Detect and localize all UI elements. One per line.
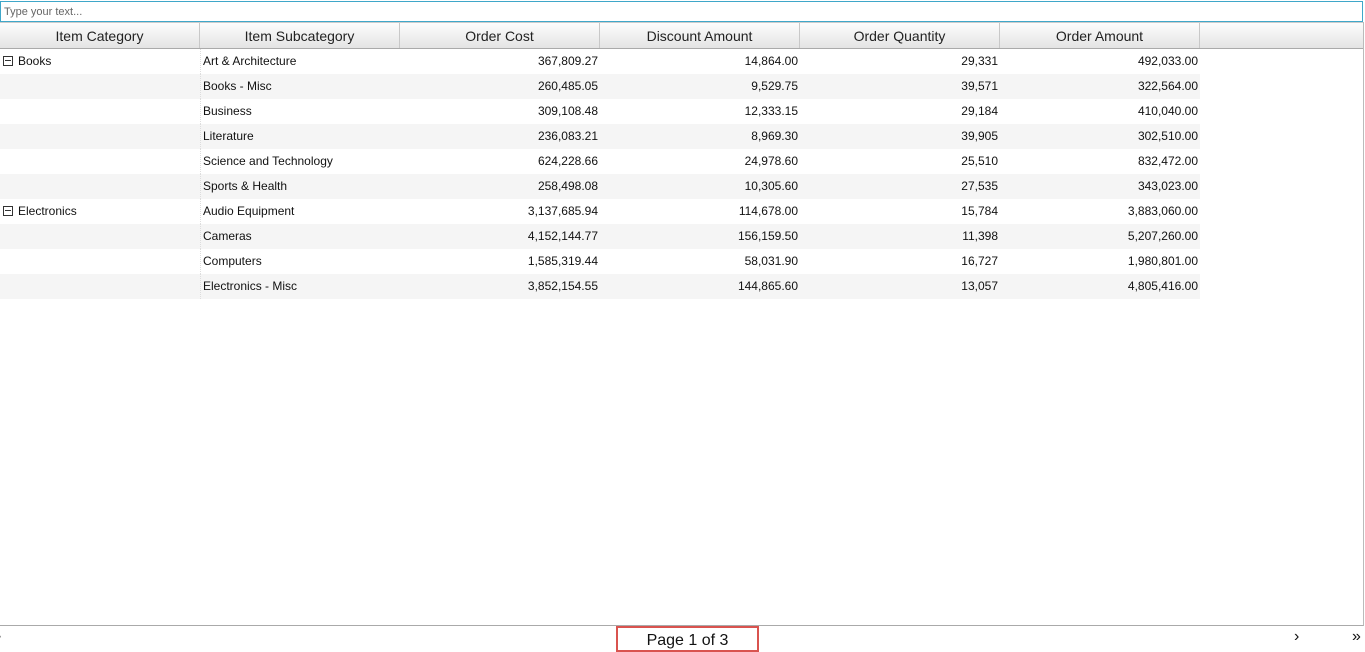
- cell-discount-amount: 156,159.50: [737, 229, 798, 243]
- cell-order-amount: 1,980,801.00: [1127, 254, 1198, 268]
- table-row: Science and Technology 624,228.66 24,978.6…: [0, 149, 1200, 174]
- cell-order-cost: 258,498.08: [537, 179, 598, 193]
- cell-order-quantity: 15,784: [961, 204, 998, 218]
- cell-order-quantity: 29,184: [961, 104, 998, 118]
- table-row: Books - Misc 260,485.05 9,529.75 39,571 322,…: [0, 74, 1200, 99]
- grid-body: Books Art & Architecture 367,809.27 14,864.…: [0, 49, 1363, 299]
- cell-order-cost: 3,137,685.94: [527, 204, 598, 218]
- column-header-discount-amount[interactable]: Discount Amount: [600, 23, 800, 48]
- cell-discount-amount: 12,333.15: [744, 104, 798, 118]
- cell-order-amount: 832,472.00: [1137, 154, 1198, 168]
- table-row: Electronics - Misc 3,852,154.55 144,865.60…: [0, 274, 1200, 299]
- cell-order-amount: 410,040.00: [1137, 104, 1198, 118]
- table-row: Sports & Health 258,498.08 10,305.60 27,535…: [0, 174, 1200, 199]
- cell-category: Electronics: [0, 199, 200, 224]
- column-header-item-subcategory[interactable]: Item Subcategory: [200, 23, 400, 48]
- cell-order-quantity: 25,510: [961, 154, 998, 168]
- cell-order-cost: 309,108.48: [537, 104, 598, 118]
- cell-order-amount: 3,883,060.00: [1127, 204, 1198, 218]
- table-row: Books Art & Architecture 367,809.27 14,864.…: [0, 49, 1200, 74]
- cell-category: [0, 99, 200, 124]
- cell-discount-amount: 58,031.90: [744, 254, 798, 268]
- cell-order-quantity: 13,057: [961, 279, 998, 293]
- chevron-right-icon[interactable]: ›: [1294, 628, 1300, 645]
- table-row: Literature 236,083.21 8,969.30 39,905 302,51…: [0, 124, 1200, 149]
- cell-category: Books: [0, 49, 200, 74]
- cell-subcategory: Cameras: [200, 224, 400, 249]
- cell-category: [0, 224, 200, 249]
- pivot-grid: Item Category Item Subcategory Order Cos…: [0, 22, 1364, 626]
- double-chevron-right-icon[interactable]: »: [1352, 628, 1361, 645]
- collapse-icon[interactable]: [3, 206, 13, 216]
- cell-subcategory: Books - Misc: [200, 74, 400, 99]
- cell-subcategory: Art & Architecture: [200, 49, 400, 74]
- column-header-order-quantity[interactable]: Order Quantity: [800, 23, 1000, 48]
- table-row: Electronics Audio Equipment 3,137,685.94 11…: [0, 199, 1200, 224]
- cell-order-cost: 624,228.66: [537, 154, 598, 168]
- cell-subcategory: Sports & Health: [200, 174, 400, 199]
- collapse-icon[interactable]: [3, 56, 13, 66]
- cell-order-amount: 322,564.00: [1137, 79, 1198, 93]
- cell-order-quantity: 11,398: [962, 229, 998, 243]
- cell-discount-amount: 10,305.60: [744, 179, 798, 193]
- cell-discount-amount: 114,678.00: [738, 204, 798, 218]
- cell-category: [0, 274, 200, 299]
- cell-order-cost: 3,852,154.55: [527, 279, 598, 293]
- category-label: Electronics: [18, 204, 77, 218]
- column-header-item-category[interactable]: Item Category: [0, 23, 200, 48]
- cell-category: [0, 149, 200, 174]
- grid-header: Item Category Item Subcategory Order Cos…: [0, 22, 1363, 49]
- cell-order-amount: 5,207,260.00: [1127, 229, 1198, 243]
- cell-subcategory: Computers: [200, 249, 400, 274]
- cell-category: [0, 74, 200, 99]
- cell-order-cost: 260,485.05: [537, 79, 598, 93]
- cell-category: [0, 249, 200, 274]
- cell-order-amount: 492,033.00: [1137, 54, 1198, 68]
- cell-order-cost: 4,152,144.77: [527, 229, 598, 243]
- page-indicator: Page 1 of 3: [616, 626, 759, 652]
- category-label: Books: [18, 54, 52, 68]
- table-row: Business 309,108.48 12,333.15 29,184 410,040…: [0, 99, 1200, 124]
- cell-discount-amount: 14,864.00: [744, 54, 798, 68]
- cell-order-cost: 367,809.27: [537, 54, 598, 68]
- column-header-order-amount[interactable]: Order Amount: [1000, 23, 1200, 48]
- cell-order-cost: 236,083.21: [537, 129, 598, 143]
- cell-subcategory: Business: [200, 99, 400, 124]
- cell-order-cost: 1,585,319.44: [527, 254, 598, 268]
- cell-subcategory: Electronics - Misc: [200, 274, 400, 299]
- cell-order-amount: 302,510.00: [1137, 129, 1198, 143]
- cell-subcategory: Audio Equipment: [200, 199, 400, 224]
- search-input[interactable]: [1, 2, 1362, 22]
- cell-subcategory: Science and Technology: [200, 149, 400, 174]
- previous-page-button[interactable]: ·: [0, 628, 2, 646]
- cell-discount-amount: 144,865.60: [737, 279, 798, 293]
- cell-order-quantity: 16,727: [961, 254, 998, 268]
- cell-order-quantity: 39,905: [961, 129, 998, 143]
- cell-subcategory: Literature: [200, 124, 400, 149]
- cell-order-quantity: 27,535: [961, 179, 998, 193]
- cell-category: [0, 124, 200, 149]
- cell-order-quantity: 39,571: [961, 79, 998, 93]
- cell-order-quantity: 29,331: [961, 54, 998, 68]
- cell-discount-amount: 9,529.75: [751, 79, 798, 93]
- table-row: Cameras 4,152,144.77 156,159.50 11,398 5,207…: [0, 224, 1200, 249]
- cell-category: [0, 174, 200, 199]
- header-filler: [1200, 23, 1363, 48]
- cell-discount-amount: 24,978.60: [744, 154, 798, 168]
- cell-order-amount: 4,805,416.00: [1127, 279, 1198, 293]
- cell-discount-amount: 8,969.30: [751, 129, 798, 143]
- column-header-order-cost[interactable]: Order Cost: [400, 23, 600, 48]
- cell-order-amount: 343,023.00: [1137, 179, 1198, 193]
- table-row: Computers 1,585,319.44 58,031.90 16,727 1,98…: [0, 249, 1200, 274]
- search-box[interactable]: [0, 1, 1363, 22]
